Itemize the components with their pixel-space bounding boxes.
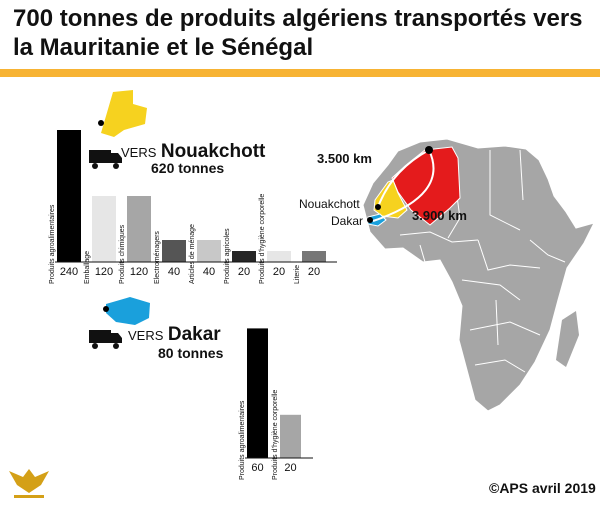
bar-1-0 [247, 328, 268, 458]
value-label-0-6: 20 [273, 266, 285, 278]
category-label-1-0: Produits agroalimentaires [239, 400, 246, 480]
map-label-nouakchott: Nouakchott [299, 197, 360, 211]
bar-0-4 [197, 240, 221, 262]
distance-dakar: 3.900 km [412, 208, 467, 223]
bar-0-6 [267, 251, 291, 262]
value-label-0-7: 20 [308, 266, 320, 278]
credit: ©APS avril 2019 [489, 480, 596, 496]
destination-city: Dakar [167, 324, 221, 345]
category-label-0-7: Literie [294, 265, 301, 284]
category-label-0-5: Produits agricoles [224, 228, 231, 284]
page-title: 700 tonnes de produits algériens transpo… [13, 5, 583, 61]
value-label-0-0: 240 [60, 266, 78, 278]
eagle-logo [9, 469, 49, 498]
title-underline [0, 69, 600, 77]
category-label-0-6: Produits d’hygiène corporelle [259, 194, 266, 284]
vers-label: VERS [128, 328, 164, 343]
bar-0-0 [57, 130, 81, 262]
mauritania-icon [101, 90, 147, 137]
truck-icon [89, 150, 122, 169]
dakar-marker [367, 217, 373, 223]
route-lines [372, 149, 435, 222]
mauritania-region [373, 179, 408, 219]
senegal-icon [106, 297, 150, 325]
bar-0-1 [92, 196, 116, 262]
distance-nouakchott: 3.500 km [317, 151, 372, 166]
bar-0-2 [127, 196, 151, 262]
category-label-1-1: Produits d’hygiène corporelle [272, 390, 279, 480]
dakar-icon-dot [103, 306, 109, 312]
nouakchott-icon-dot [98, 120, 104, 126]
madagascar [556, 311, 579, 367]
nouakchott-heading: VERS Nouakchott [121, 141, 265, 163]
nouakchott-marker [375, 204, 381, 210]
dakar-tonnes: 80 tonnes [158, 345, 224, 361]
algiers-marker [425, 146, 433, 154]
nouakchott-tonnes: 620 tonnes [151, 160, 225, 176]
value-label-1-1: 20 [284, 462, 296, 474]
value-label-0-2: 120 [130, 266, 148, 278]
vers-label: VERS [121, 145, 157, 160]
value-label-0-5: 20 [238, 266, 250, 278]
dakar-heading: VERS Dakar [128, 324, 221, 346]
value-label-0-4: 40 [203, 266, 215, 278]
bar-0-7 [302, 251, 326, 262]
bar-1-1 [280, 414, 301, 458]
map-label-dakar: Dakar [331, 214, 364, 228]
value-label-1-0: 60 [251, 462, 263, 474]
bar-0-3 [162, 240, 186, 262]
category-label-0-2: Produits chimiques [119, 224, 126, 284]
value-label-0-1: 120 [95, 266, 113, 278]
category-label-0-0: Produits agroalimentaires [49, 204, 56, 284]
bar-0-5 [232, 251, 256, 262]
value-label-0-3: 40 [168, 266, 180, 278]
destination-city: Nouakchott [160, 141, 266, 162]
category-label-0-4: Articles de ménage [189, 224, 196, 284]
category-label-0-1: Emballage [84, 251, 91, 284]
truck-icon-dakar [89, 330, 122, 349]
category-label-0-3: Electroménagers [154, 231, 161, 284]
